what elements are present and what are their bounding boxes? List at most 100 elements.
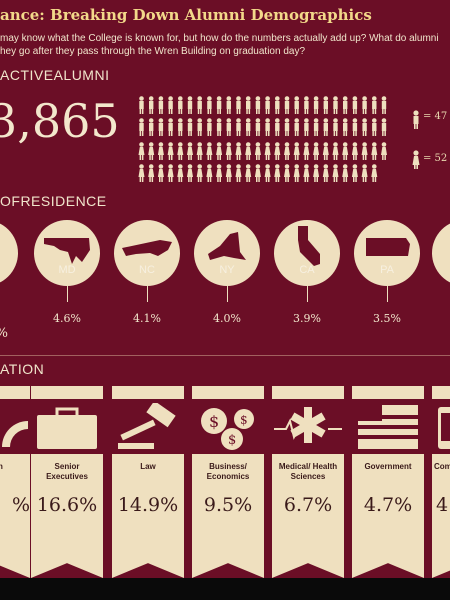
female-person-icon	[157, 164, 164, 182]
male-person-icon	[158, 96, 164, 114]
female-person-icon	[274, 164, 281, 182]
male-person-icon	[236, 96, 241, 114]
male-person-icon	[323, 118, 329, 136]
male-person-icon	[197, 118, 202, 136]
banner-top-law	[112, 386, 184, 399]
svg-text:$: $	[240, 413, 248, 427]
gavel-icon	[118, 403, 176, 449]
flag-icon	[358, 405, 418, 449]
female-person-icon	[313, 164, 320, 182]
male-person-icon	[362, 118, 367, 136]
male-person-icon	[139, 118, 144, 136]
banner-top-partial-right	[432, 386, 450, 399]
subtitle-line-1: may know what the College is known for, …	[0, 33, 439, 44]
female-person-icon	[303, 142, 310, 160]
occupation-name: Business/ Economics	[206, 462, 250, 481]
state-circle-partial-left	[0, 220, 18, 286]
female-person-icon	[206, 142, 213, 160]
male-person-icon	[139, 96, 144, 114]
maryland-icon	[44, 238, 90, 264]
stem-md	[67, 286, 68, 302]
male-person-icon	[294, 118, 300, 136]
female-person-icon	[187, 142, 193, 160]
male-person-icon	[313, 96, 319, 114]
female-legend-icon	[412, 150, 420, 169]
male-person-icon	[216, 118, 222, 136]
female-person-icon	[216, 142, 223, 160]
female-person-icon	[371, 164, 378, 182]
male-person-icon	[352, 96, 358, 114]
female-person-icon	[303, 164, 310, 182]
footer-bar	[0, 578, 450, 600]
male-person-icon	[323, 96, 329, 114]
occupation-pct: 6.7%	[283, 494, 333, 516]
male-person-icon	[352, 118, 358, 136]
north-carolina-icon	[122, 240, 172, 256]
male-person-icon	[275, 96, 280, 114]
male-person-icon	[381, 118, 387, 136]
male-person-icon	[313, 118, 319, 136]
male-person-icon	[207, 118, 212, 136]
occupation-name: Law	[140, 462, 156, 471]
money-icon: $ $ $	[201, 408, 254, 450]
female-person-icon	[235, 142, 242, 160]
female-person-icon	[284, 164, 290, 182]
occupation-pct: 16.6%	[36, 494, 98, 516]
male-person-icon	[372, 96, 377, 114]
partial-left-pct: %	[0, 326, 8, 341]
page-title: ance: Breaking Down Alumni Demographics	[0, 6, 372, 24]
female-person-icon	[148, 164, 155, 182]
female-person-icon	[264, 142, 271, 160]
occupation-name: Government	[364, 462, 412, 471]
state-circle-partial-right	[432, 220, 450, 286]
male-person-icon	[245, 118, 251, 136]
male-person-icon	[342, 96, 348, 114]
female-person-icon	[245, 164, 252, 182]
people-pictogram	[138, 96, 387, 182]
occupation-pct: 9.5%	[203, 494, 253, 516]
stem-ca	[307, 286, 308, 302]
male-person-icon	[333, 96, 338, 114]
occupation-column-business: Business/ Economics 9.5%	[192, 454, 264, 578]
male-person-icon	[372, 118, 377, 136]
female-person-icon	[206, 164, 213, 182]
female-person-icon	[167, 164, 174, 182]
state-pct-ny: 4.0%	[213, 312, 241, 325]
occupation-pct: 4.7%	[363, 494, 413, 516]
male-person-icon	[265, 118, 270, 136]
male-person-icon	[362, 96, 367, 114]
male-person-icon	[333, 118, 338, 136]
female-person-icon	[351, 164, 358, 182]
occupation-heading: ATION	[0, 361, 45, 377]
california-icon	[298, 226, 320, 266]
female-person-icon	[371, 142, 378, 160]
state-pct-pa: 3.5%	[373, 312, 401, 325]
female-person-icon	[225, 164, 232, 182]
female-person-icon	[157, 142, 164, 160]
female-person-icon	[293, 142, 300, 160]
female-person-icon	[342, 142, 349, 160]
female-person-icon	[332, 142, 339, 160]
female-person-icon	[138, 142, 145, 160]
state-circle-ca: CA	[274, 220, 340, 286]
state-circle-md: MD	[34, 220, 100, 286]
male-person-icon	[284, 96, 290, 114]
male-person-icon	[255, 96, 261, 114]
protractor-icon	[2, 421, 28, 447]
svg-text:$: $	[209, 412, 219, 431]
state-circle-nc: NC	[114, 220, 180, 286]
female-person-icon	[216, 164, 223, 182]
male-person-icon	[245, 96, 251, 114]
briefcase-icon	[37, 407, 97, 449]
female-person-icon	[381, 142, 387, 160]
banner-top-partial-left	[0, 386, 30, 399]
female-person-icon	[196, 142, 203, 160]
occupation-name: n	[0, 462, 3, 471]
male-person-icon	[216, 96, 222, 114]
male-person-icon	[255, 118, 261, 136]
stem-ny	[227, 286, 228, 302]
male-person-icon	[197, 96, 202, 114]
male-person-icon	[148, 96, 154, 114]
stem-nc	[147, 286, 148, 302]
male-person-icon	[178, 96, 183, 114]
